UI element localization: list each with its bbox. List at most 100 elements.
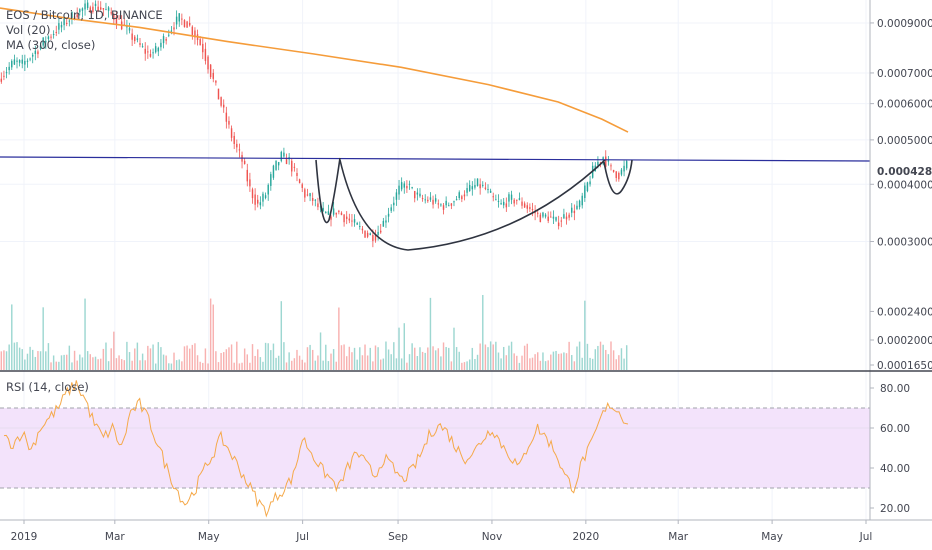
candle-body bbox=[110, 12, 112, 14]
candle-body bbox=[332, 208, 335, 215]
candle-body bbox=[377, 231, 379, 236]
volume-bar bbox=[181, 361, 183, 370]
candle-body bbox=[568, 214, 570, 218]
volume-bar bbox=[120, 359, 123, 370]
candle-body bbox=[544, 214, 547, 217]
candle-body bbox=[31, 54, 34, 57]
candle-body bbox=[275, 160, 277, 170]
candle-body bbox=[471, 186, 474, 190]
volume-bar bbox=[249, 362, 251, 370]
candle-body bbox=[134, 36, 136, 42]
volume-bar bbox=[589, 357, 591, 370]
candle-body bbox=[353, 219, 356, 223]
volume-tick-label: 0.0001650 bbox=[877, 360, 932, 372]
volume-bar bbox=[408, 354, 411, 370]
volume-bar bbox=[434, 350, 437, 370]
volume-bar bbox=[188, 348, 191, 370]
candle-body bbox=[175, 16, 178, 25]
grid bbox=[0, 0, 870, 520]
candle-body bbox=[37, 51, 39, 55]
volume-bar bbox=[387, 349, 390, 370]
candle-body bbox=[340, 212, 343, 215]
volume-bar bbox=[487, 347, 489, 370]
volume-bar bbox=[223, 352, 225, 370]
volume-bar bbox=[267, 343, 269, 370]
volume-bar bbox=[474, 358, 476, 370]
volume-bar bbox=[463, 362, 466, 370]
volume-bar bbox=[3, 350, 5, 370]
volume-bar bbox=[437, 348, 440, 370]
candle-body bbox=[482, 184, 484, 186]
volume-bar bbox=[52, 355, 55, 370]
candle-body bbox=[599, 162, 602, 164]
time-tick-label: 2019 bbox=[11, 531, 38, 543]
candle-body bbox=[393, 202, 395, 206]
price-tick-label: 0.0009000 bbox=[877, 18, 932, 30]
volume-bar bbox=[228, 347, 230, 370]
volume-bar bbox=[225, 349, 228, 370]
volume-bar bbox=[461, 362, 463, 370]
candle-body bbox=[437, 203, 440, 205]
volume-bar bbox=[29, 346, 31, 370]
ma-legend[interactable]: MA (300, close) bbox=[6, 38, 96, 52]
volume-bar bbox=[241, 362, 243, 370]
volume-bar bbox=[597, 345, 599, 370]
price-tick-label: 0.0003000 bbox=[877, 237, 932, 249]
candle-body bbox=[513, 199, 515, 204]
time-tick-label: Nov bbox=[482, 531, 503, 543]
price-tick-label: 0.0005000 bbox=[877, 135, 932, 147]
volume-legend[interactable]: Vol (20) bbox=[6, 23, 51, 37]
volume-bar bbox=[233, 362, 235, 370]
price-tick-label: 0.0007000 bbox=[877, 68, 932, 80]
volume-bar bbox=[251, 344, 254, 370]
candle-body bbox=[3, 75, 5, 77]
volume-bar bbox=[557, 353, 560, 370]
volume-bar bbox=[147, 345, 149, 370]
time-tick-label: Mar bbox=[105, 531, 125, 543]
volume-bar bbox=[165, 355, 167, 370]
volume-bar bbox=[89, 354, 91, 370]
volume-bar bbox=[207, 363, 209, 370]
candle-body bbox=[521, 201, 523, 206]
rsi-legend[interactable]: RSI (14, close) bbox=[6, 380, 89, 394]
candle-body bbox=[52, 33, 55, 35]
volume-bar bbox=[272, 343, 275, 370]
volume-bar bbox=[338, 307, 340, 370]
candle-body bbox=[168, 34, 170, 36]
right-handle-curve bbox=[603, 159, 633, 195]
volume-bar bbox=[275, 357, 277, 370]
rsi-tick-label: 40.00 bbox=[880, 463, 910, 475]
volume-bar bbox=[594, 349, 597, 370]
volume-bar bbox=[126, 341, 128, 370]
volume-bar bbox=[550, 354, 552, 370]
candle-body bbox=[369, 233, 371, 236]
volume-bar bbox=[162, 354, 165, 370]
volume-bar bbox=[24, 359, 26, 370]
time-tick-label: Jul bbox=[859, 531, 873, 543]
candle-body bbox=[547, 216, 549, 221]
volume-bar bbox=[552, 351, 555, 370]
volume-bar bbox=[537, 352, 539, 370]
volume-bar bbox=[209, 298, 212, 370]
candle-body bbox=[13, 59, 16, 65]
candle-body bbox=[612, 169, 615, 172]
volume-bar bbox=[445, 347, 447, 370]
volume-bar bbox=[453, 327, 455, 370]
volume-bars bbox=[0, 294, 628, 370]
volume-bar bbox=[325, 344, 327, 370]
symbol-legend[interactable]: EOS / Bitcoin, 1D, BINANCE bbox=[6, 8, 163, 22]
candle-body bbox=[107, 7, 110, 11]
candle-body bbox=[39, 45, 42, 49]
candle-body bbox=[183, 20, 186, 28]
volume-bar bbox=[466, 361, 468, 370]
candle-body bbox=[440, 204, 442, 206]
volume-bar bbox=[576, 346, 578, 370]
volume-bar bbox=[113, 331, 115, 370]
volume-bar bbox=[277, 355, 280, 370]
candle-body bbox=[484, 187, 487, 189]
volume-bar bbox=[259, 357, 262, 370]
volume-bar bbox=[335, 361, 337, 370]
candle-body bbox=[489, 190, 492, 193]
candle-body bbox=[293, 166, 296, 168]
